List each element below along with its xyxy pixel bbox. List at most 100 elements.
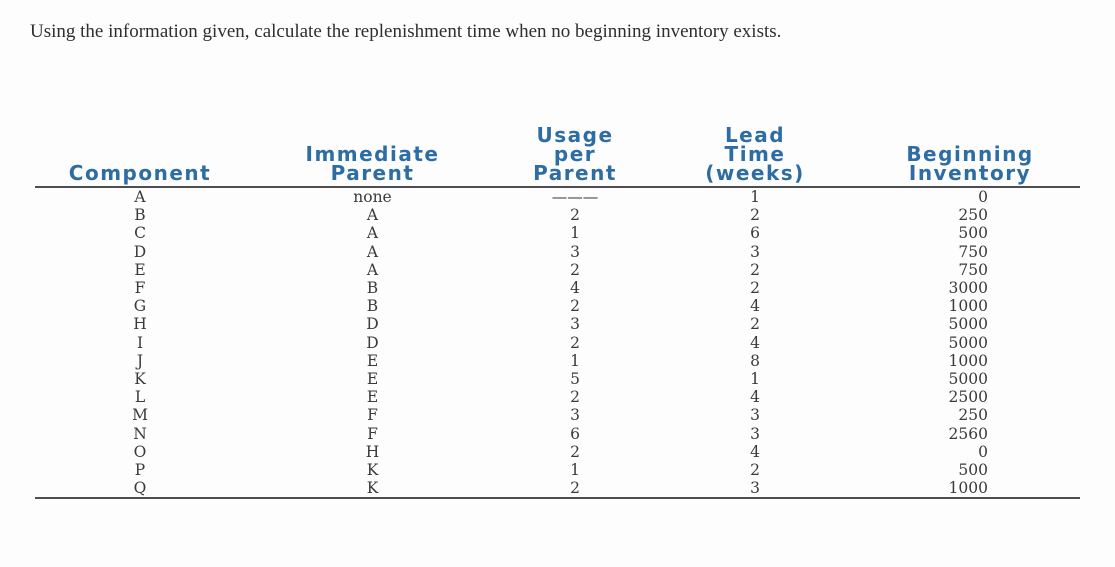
cell-immediate-parent: A <box>366 242 379 261</box>
cell-usage-per-parent: 1 <box>570 461 580 480</box>
cell-immediate-parent: A <box>366 224 379 243</box>
cell-immediate-parent: E <box>366 351 379 370</box>
cell-component: C <box>134 224 146 243</box>
column-header-beginning-inventory: Beginning Inventory <box>860 126 1080 188</box>
cell-usage-per-parent: 2 <box>570 297 580 316</box>
cell-immediate-parent: D <box>366 333 379 352</box>
table-row: O H 2 4 0 <box>35 443 1080 461</box>
cell-component: M <box>132 406 148 425</box>
cell-usage-per-parent: ——— <box>551 188 599 206</box>
cell-component: L <box>134 388 146 407</box>
cell-immediate-parent: F <box>367 406 378 425</box>
cell-lead-time-weeks: 2 <box>750 315 760 334</box>
cell-lead-time-weeks: 1 <box>750 188 760 206</box>
cell-lead-time-weeks: 4 <box>750 297 760 316</box>
cell-usage-per-parent: 3 <box>570 242 580 261</box>
cell-beginning-inventory: 1000 <box>860 479 1080 500</box>
table-row: B A 2 2 250 <box>35 206 1080 224</box>
cell-lead-time-weeks: 3 <box>750 406 760 425</box>
table-row: P K 1 2 500 <box>35 461 1080 479</box>
table-header: Component Immediate Parent Usage per Par… <box>35 125 1080 188</box>
cell-lead-time-weeks: 2 <box>750 206 760 225</box>
cell-lead-time-weeks: 1 <box>750 370 760 389</box>
cell-immediate-parent: E <box>366 370 379 389</box>
cell-lead-time-weeks: 2 <box>750 461 760 480</box>
table-row: C A 1 6 500 <box>35 224 1080 242</box>
cell-usage-per-parent: 3 <box>570 406 580 425</box>
cell-lead-time-weeks: 3 <box>750 424 760 443</box>
table-row: K E 5 1 5000 <box>35 370 1080 388</box>
cell-usage-per-parent: 4 <box>570 279 580 298</box>
cell-beginning-inventory: 500 <box>958 461 988 480</box>
table-row: J E 1 8 1000 <box>35 352 1080 370</box>
cell-usage-per-parent: 2 <box>500 479 650 500</box>
cell-usage-per-parent: 2 <box>570 442 580 461</box>
cell-usage-per-parent: 2 <box>570 333 580 352</box>
cell-beginning-inventory: 5000 <box>948 333 988 352</box>
cell-beginning-inventory: 1000 <box>948 297 988 316</box>
cell-beginning-inventory: 750 <box>958 242 988 261</box>
cell-lead-time-weeks: 2 <box>750 279 760 298</box>
column-header-component: Component <box>35 126 245 188</box>
table-row: Q K 2 3 1000 <box>35 479 1080 500</box>
cell-usage-per-parent: 2 <box>570 260 580 279</box>
cell-component: J <box>136 351 144 370</box>
cell-immediate-parent: D <box>366 315 379 334</box>
cell-lead-time-weeks: 4 <box>750 333 760 352</box>
cell-immediate-parent: B <box>366 279 379 298</box>
cell-immediate-parent: E <box>366 388 379 407</box>
table-row: G B 2 4 1000 <box>35 297 1080 315</box>
cell-component: G <box>133 297 147 316</box>
cell-usage-per-parent: 1 <box>570 224 580 243</box>
cell-usage-per-parent: 2 <box>570 388 580 407</box>
cell-immediate-parent: F <box>367 424 378 443</box>
cell-immediate-parent: none <box>353 188 392 206</box>
cell-usage-per-parent: 5 <box>570 370 580 389</box>
cell-component: O <box>133 442 147 461</box>
table-header-row: Component Immediate Parent Usage per Par… <box>35 125 1080 188</box>
components-table: Component Immediate Parent Usage per Par… <box>35 125 1080 500</box>
cell-immediate-parent: A <box>366 206 379 225</box>
cell-immediate-parent: H <box>365 442 380 461</box>
cell-component: P <box>134 461 146 480</box>
cell-usage-per-parent: 1 <box>570 351 580 370</box>
cell-beginning-inventory: 250 <box>958 406 988 425</box>
cell-component: D <box>133 242 147 261</box>
cell-beginning-inventory: 5000 <box>948 315 988 334</box>
table-row: L E 2 4 2500 <box>35 388 1080 406</box>
cell-usage-per-parent: 3 <box>570 315 580 334</box>
cell-lead-time-weeks: 4 <box>750 388 760 407</box>
cell-lead-time-weeks: 2 <box>750 260 760 279</box>
cell-beginning-inventory: 0 <box>978 442 988 461</box>
cell-component: E <box>134 260 146 279</box>
column-header-immediate-parent: Immediate Parent <box>245 126 500 188</box>
cell-component: N <box>133 424 147 443</box>
cell-component: A <box>134 188 146 206</box>
cell-component: Q <box>35 479 245 500</box>
column-header-usage-per-parent: Usage per Parent <box>500 125 650 188</box>
cell-immediate-parent: K <box>245 479 500 500</box>
table-row: F B 4 2 3000 <box>35 279 1080 297</box>
cell-beginning-inventory: 1000 <box>948 351 988 370</box>
question-text: Using the information given, calculate t… <box>30 21 782 42</box>
table-row: N F 6 3 2560 <box>35 425 1080 443</box>
table-row: D A 3 3 750 <box>35 243 1080 261</box>
cell-lead-time-weeks: 3 <box>650 479 860 500</box>
cell-component: F <box>134 279 146 298</box>
cell-usage-per-parent: 2 <box>570 206 580 225</box>
column-header-lead-time: Lead Time (weeks) <box>650 125 860 188</box>
cell-beginning-inventory: 2560 <box>948 424 988 443</box>
cell-component: I <box>136 333 144 352</box>
cell-component: K <box>134 370 146 389</box>
cell-immediate-parent: A <box>366 260 379 279</box>
table-row: H D 3 2 5000 <box>35 315 1080 333</box>
cell-lead-time-weeks: 4 <box>750 442 760 461</box>
table-row: I D 2 4 5000 <box>35 334 1080 352</box>
cell-beginning-inventory: 750 <box>958 260 988 279</box>
cell-component: B <box>134 206 146 225</box>
cell-usage-per-parent: 6 <box>570 424 580 443</box>
table-row: E A 2 2 750 <box>35 261 1080 279</box>
